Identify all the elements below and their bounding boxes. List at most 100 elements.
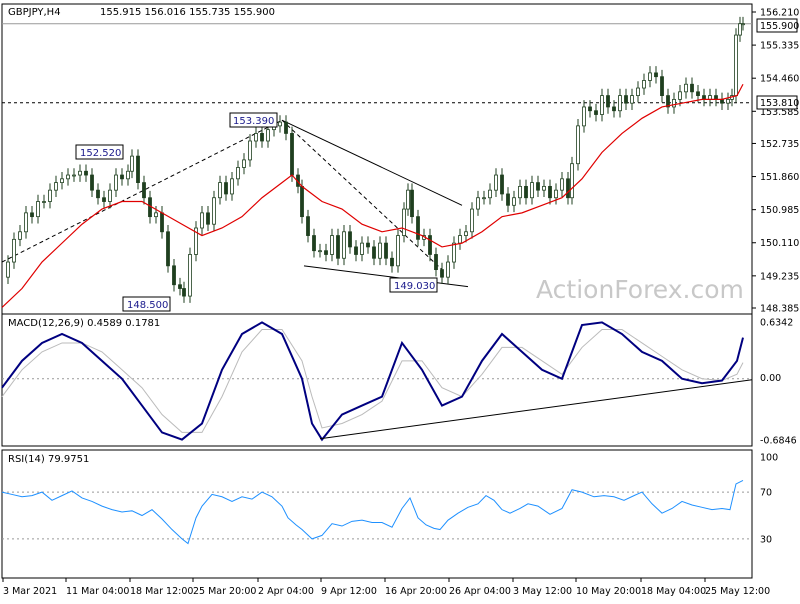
rsi-tick-label: 30 [760, 534, 772, 545]
candle-body [54, 182, 58, 191]
candle-body [348, 231, 352, 248]
candle-body [200, 212, 204, 229]
candle-body [554, 189, 558, 199]
candle-body [360, 242, 364, 255]
moving-average-line [1, 83, 744, 308]
candle-body [741, 23, 745, 26]
rising-trendline-dashed [1, 119, 283, 263]
macd-signal-line [1, 329, 744, 433]
candle-body [446, 261, 450, 278]
candle-body [594, 110, 598, 115]
candle-body [518, 185, 522, 199]
candle-body [684, 83, 688, 93]
candle-body [354, 246, 358, 255]
candle-body [248, 140, 252, 161]
rsi-header: RSI(14) 79.9751 [8, 454, 89, 465]
candle-body [12, 238, 16, 263]
price-tick-label: 155.335 [760, 41, 799, 52]
candle-body [726, 98, 730, 104]
candle-body [284, 121, 288, 134]
candle-body [570, 163, 574, 199]
price-tick-label: 153.585 [760, 107, 799, 118]
candle-body [690, 83, 694, 93]
candle-body [278, 121, 282, 127]
candle-body [678, 91, 682, 100]
candle-body [624, 95, 628, 104]
candle-body [566, 178, 570, 199]
candle-body [66, 174, 70, 180]
price-tick-label: 150.110 [760, 238, 799, 249]
x-tick-label: 26 Apr 04:00 [449, 586, 511, 597]
candle-body [588, 106, 592, 112]
macd-header: MACD(12,26,9) 0.4589 0.1781 [8, 318, 160, 329]
price-tick-label: 150.985 [760, 205, 799, 216]
candle-body [114, 174, 118, 191]
candle-body [476, 197, 480, 210]
x-tick-label: 9 Apr 12:00 [321, 586, 377, 597]
candle-body [260, 133, 264, 142]
candle-body [30, 212, 34, 218]
candle-body [218, 182, 222, 199]
macd-tick-label: 0.6342 [760, 318, 793, 329]
candle-body [606, 95, 610, 108]
annotation-152520: 152.520 [75, 144, 124, 160]
candle-body [434, 254, 438, 271]
candle-body [734, 34, 738, 96]
x-tick-label: 3 May 12:00 [513, 586, 572, 597]
rsi-tick-label: 70 [760, 488, 772, 499]
x-tick-label: 2 Apr 04:00 [258, 586, 314, 597]
candle-body [642, 80, 646, 89]
current-price-label: 155.900 [756, 18, 799, 33]
candle-body [90, 174, 94, 191]
x-tick-label: 25 Mar 20:00 [193, 586, 256, 597]
candle-body [654, 72, 658, 78]
channel-lower-line [303, 265, 469, 288]
candle-body [524, 185, 528, 199]
axis-layer: 156.210 155.335 154.460 153.585 152.735 151.8… [2, 8, 799, 597]
price-header-symbol: GBPJPY,H4 [8, 7, 61, 18]
candle-body [300, 185, 304, 218]
candle-body [458, 235, 462, 244]
candle-body [464, 231, 468, 236]
candle-body [266, 129, 270, 142]
candle-body [102, 197, 106, 202]
candle-body [416, 216, 420, 240]
candle-body [96, 189, 100, 199]
candle-body [630, 95, 634, 104]
x-tick-label: 25 May 12:00 [705, 586, 770, 597]
candle-body [738, 23, 742, 36]
candle-body [536, 182, 540, 191]
candle-body [530, 182, 534, 199]
candle-body [160, 212, 164, 233]
candle-body [212, 197, 216, 225]
candle-body [178, 284, 182, 289]
resistance-price-label: 153.810 [756, 95, 799, 110]
annotation-153390: 153.390 [229, 112, 278, 128]
candle-body [166, 231, 170, 267]
svg-text:153.810: 153.810 [760, 98, 799, 109]
candle-body [612, 106, 616, 112]
svg-text:152.520: 152.520 [80, 148, 121, 159]
candle-body [500, 174, 504, 195]
svg-text:153.390: 153.390 [233, 116, 274, 127]
candle-body [206, 212, 210, 225]
candle-body [672, 98, 676, 108]
candle-body [428, 235, 432, 255]
candle-body [666, 95, 670, 108]
candle-body [542, 185, 546, 191]
annotation-149030: 149.030 [389, 277, 438, 293]
candle-body [42, 201, 46, 203]
macd-zero-label: 0.00 [760, 373, 781, 384]
candle-body [236, 167, 240, 180]
x-tick-label: 16 Apr 20:00 [385, 586, 447, 597]
candle-body [48, 189, 52, 202]
rsi-pane [1, 449, 753, 579]
x-tick-label: 18 May 04:00 [641, 586, 706, 597]
candle-body [452, 242, 456, 263]
candle-body [72, 174, 76, 177]
svg-text:148.500: 148.500 [127, 300, 168, 311]
macd-layer [1, 321, 753, 442]
x-tick-label: 11 Mar 04:00 [66, 586, 129, 597]
candle-body [600, 95, 604, 115]
candle-body [406, 189, 410, 210]
